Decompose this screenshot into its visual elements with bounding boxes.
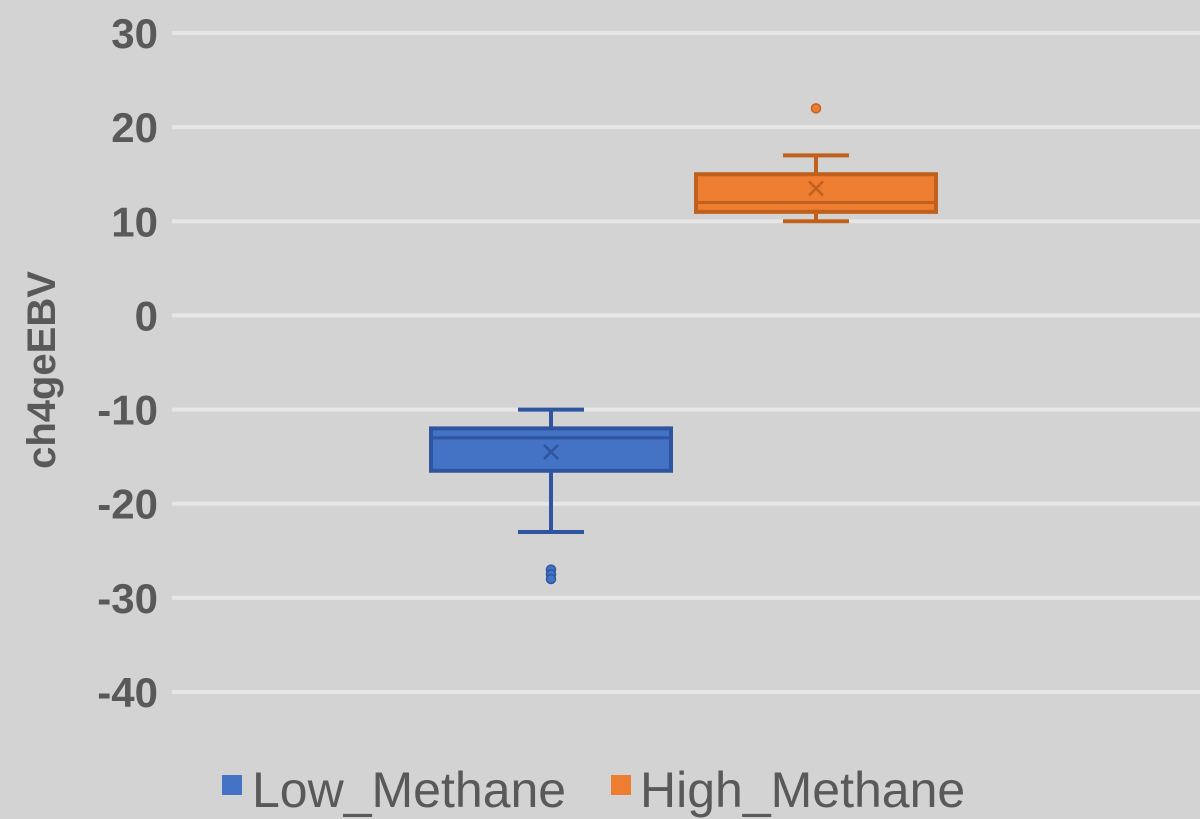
interquartile-box <box>429 426 673 473</box>
box-high-methane <box>694 103 938 224</box>
legend-label: Low_Methane <box>252 762 566 818</box>
y-axis-title: ch4geEBV <box>20 271 64 469</box>
y-axis-ticks: 30 20 10 0 -10 -20 -30 -40 <box>97 10 158 716</box>
y-tick-label: 0 <box>135 292 158 339</box>
y-tick-label: -30 <box>97 575 158 622</box>
legend-label: High_Methane <box>640 762 965 818</box>
legend-item-high-methane: High_Methane <box>611 762 965 818</box>
y-tick-label: -40 <box>97 669 158 716</box>
legend-item-low-methane: Low_Methane <box>222 762 566 818</box>
y-tick-label: 10 <box>111 198 158 245</box>
y-tick-label: -20 <box>97 481 158 528</box>
y-tick-label: 20 <box>111 104 158 151</box>
gridlines <box>172 31 1200 694</box>
y-tick-label: 30 <box>111 10 158 57</box>
legend-swatch <box>222 775 242 795</box>
legend-swatch <box>611 775 631 795</box>
legend: Low_Methane High_Methane <box>222 762 965 818</box>
outlier-point <box>545 573 557 585</box>
box-series <box>429 103 938 585</box>
mean-marker <box>808 180 824 197</box>
mean-marker <box>543 444 559 460</box>
outlier-point <box>810 103 822 114</box>
box-low-methane <box>429 407 673 585</box>
interquartile-box <box>694 172 938 214</box>
y-tick-label: -10 <box>97 387 158 434</box>
